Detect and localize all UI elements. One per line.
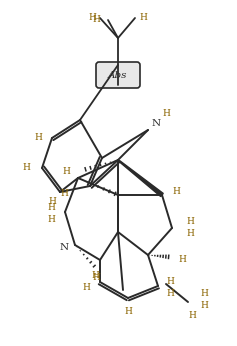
Text: H: H — [60, 190, 68, 199]
Text: H: H — [47, 203, 55, 212]
Text: H: H — [92, 15, 100, 24]
Text: H: H — [162, 109, 170, 118]
Text: H: H — [124, 308, 132, 317]
Text: H: H — [92, 273, 100, 282]
Text: Abs: Abs — [108, 71, 128, 80]
Text: H: H — [178, 255, 186, 264]
Text: H: H — [166, 277, 174, 286]
Text: H: H — [172, 186, 180, 195]
Text: N: N — [60, 243, 69, 252]
Text: H: H — [22, 164, 30, 173]
Text: H: H — [139, 12, 147, 21]
Text: H: H — [91, 272, 99, 281]
Text: H: H — [62, 167, 70, 176]
Text: H: H — [88, 12, 96, 21]
Text: N: N — [152, 119, 161, 128]
Text: H: H — [166, 290, 174, 299]
Text: H: H — [188, 311, 196, 320]
Text: H: H — [186, 218, 194, 227]
Polygon shape — [118, 160, 163, 197]
Text: H: H — [200, 301, 208, 310]
Text: H: H — [200, 290, 208, 299]
Text: H: H — [48, 198, 56, 207]
FancyBboxPatch shape — [96, 62, 140, 88]
Text: H: H — [186, 229, 194, 238]
Text: H: H — [82, 283, 90, 292]
Text: H: H — [47, 216, 55, 225]
Text: H: H — [34, 134, 42, 143]
